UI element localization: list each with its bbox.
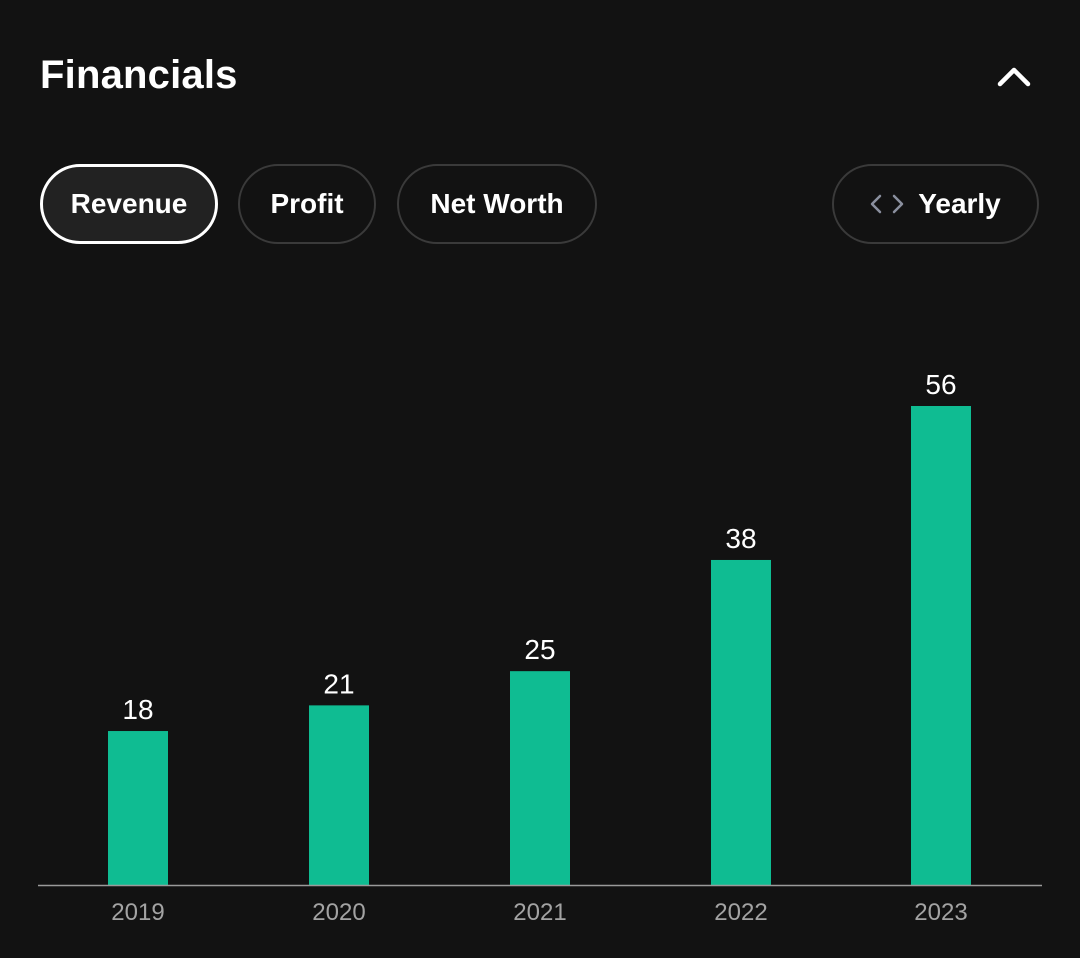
bar-2021 [510, 671, 570, 885]
tab-profit[interactable]: Profit [238, 164, 376, 244]
bar-2022 [711, 559, 771, 885]
chevron-up-icon [997, 67, 1031, 87]
period-selector[interactable]: Yearly [832, 164, 1039, 244]
x-tick-label-2021: 2021 [513, 899, 566, 926]
page-title: Financials [40, 53, 238, 97]
financials-header: Financials [40, 48, 1040, 102]
value-label-2023: 56 [925, 369, 956, 400]
value-label-2021: 25 [524, 634, 555, 665]
tab-revenue-label: Revenue [70, 188, 188, 219]
code-brackets-icon [870, 193, 904, 215]
value-label-2022: 38 [725, 523, 756, 554]
tab-revenue[interactable]: Revenue [40, 164, 218, 244]
bar-2019 [108, 731, 168, 885]
tab-profit-label: Profit [270, 188, 344, 219]
bar-2023 [911, 406, 971, 885]
x-tick-label-2022: 2022 [714, 899, 767, 926]
value-label-2020: 21 [323, 668, 354, 699]
tab-net-worth[interactable]: Net Worth [397, 164, 597, 244]
x-tick-label-2020: 2020 [312, 899, 365, 926]
collapse-button[interactable] [994, 56, 1034, 96]
bar-2020 [309, 705, 369, 885]
x-tick-label-2019: 2019 [111, 899, 164, 926]
x-tick-label-2023: 2023 [914, 899, 967, 926]
value-label-2019: 18 [122, 694, 153, 725]
period-selector-label: Yearly [918, 188, 1001, 219]
tab-net-worth-label: Net Worth [430, 188, 564, 219]
